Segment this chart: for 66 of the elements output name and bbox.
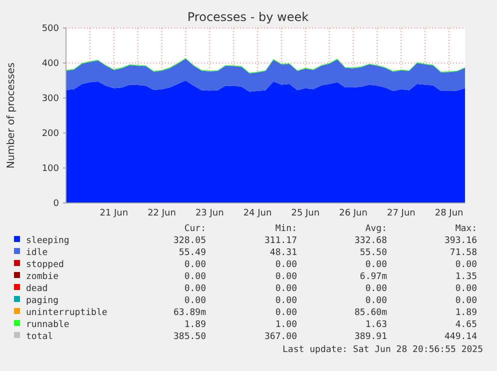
text: 0.00 (184, 260, 206, 270)
text: 6.97m (360, 272, 387, 282)
x-tick-label: 24 Jun (243, 208, 272, 218)
text: Min: (275, 224, 297, 234)
legend-label: paging (26, 296, 59, 306)
chart-title: Processes - by week (187, 10, 309, 24)
x-tick-label: 28 Jun (434, 208, 464, 218)
y-tick-label: 0 (53, 198, 60, 209)
legend-label: dead (26, 284, 48, 294)
text: 0.00 (365, 284, 387, 294)
text: 385.50 (173, 332, 206, 342)
legend-label: zombie (26, 272, 59, 282)
text: 367.00 (264, 332, 297, 342)
x-tick-label: 27 Jun (386, 208, 416, 218)
text: 0.00 (455, 296, 477, 306)
text: 1.63 (365, 320, 387, 330)
text: 85.60m (354, 308, 387, 318)
legend-label: stopped (26, 260, 64, 270)
text: 1.89 (184, 320, 206, 330)
legend-label: total (26, 332, 54, 342)
text: Cur: (184, 224, 206, 234)
x-tick-label: 26 Jun (339, 208, 368, 218)
text: 449.14 (444, 332, 477, 342)
y-tick-label: 300 (42, 94, 60, 104)
text: 71.58 (450, 248, 477, 258)
text: 1.89 (455, 308, 477, 318)
text: 0.00 (275, 272, 297, 282)
text: 0.00 (275, 260, 297, 270)
y-tick-label: 400 (42, 58, 60, 69)
text: 0.00 (184, 284, 206, 294)
text: 4.65 (455, 320, 477, 330)
text: 311.17 (264, 236, 297, 246)
y-tick-label: 200 (42, 128, 60, 139)
text: 1.35 (455, 272, 477, 282)
text: Last update: Sat Jun 28 20:56:55 2025 (282, 345, 483, 355)
text: 0.00 (455, 260, 477, 270)
x-tick-label: 21 Jun (100, 208, 128, 218)
text: 0.00 (365, 296, 387, 306)
text: Max: (455, 224, 477, 234)
text: 55.49 (178, 248, 206, 258)
x-tick-label: 25 Jun (291, 208, 320, 218)
text: 0.00 (184, 296, 206, 306)
text: 0.00 (275, 296, 297, 306)
legend-label: runnable (26, 320, 70, 330)
text: 63.89m (173, 308, 206, 318)
legend-label: idle (26, 248, 48, 258)
text: 393.16 (444, 236, 477, 246)
text: 1.00 (275, 320, 297, 330)
legend-label: sleeping (26, 236, 70, 246)
text: 328.05 (173, 236, 206, 246)
x-tick-label: 23 Jun (195, 208, 224, 218)
y-tick-label: 100 (42, 164, 60, 174)
text: 332.68 (354, 236, 387, 246)
legend-label: uninterruptible (26, 308, 108, 318)
y-axis-title: Number of processes (6, 62, 17, 168)
text: 389.91 (354, 332, 387, 342)
text: 0.00 (275, 308, 297, 318)
text: 0.00 (275, 284, 297, 294)
text: Avg: (365, 224, 387, 234)
text: 0.00 (184, 272, 206, 282)
text: 0.00 (455, 284, 477, 294)
x-tick-label: 22 Jun (148, 208, 176, 218)
text: 48.31 (270, 248, 297, 258)
y-tick-label: 500 (42, 24, 60, 34)
text: 0.00 (365, 260, 387, 270)
text: 55.50 (360, 248, 387, 258)
